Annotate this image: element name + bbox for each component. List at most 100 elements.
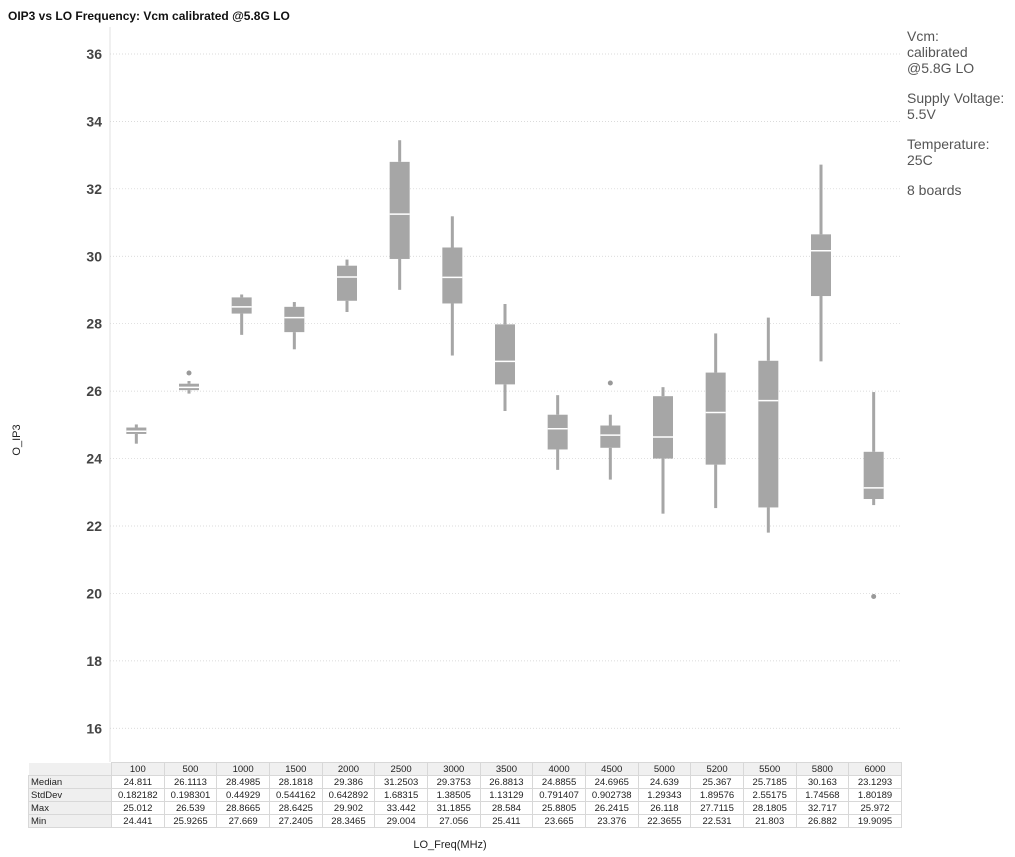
box-body bbox=[547, 414, 568, 450]
stats-cell: 28.8665 bbox=[216, 801, 270, 815]
stats-cell: 24.6965 bbox=[584, 775, 639, 789]
stats-cell: 27.7115 bbox=[690, 801, 744, 815]
x-tick-label: 5800 bbox=[795, 762, 850, 776]
stats-cell: 24.8855 bbox=[532, 775, 586, 789]
box-body bbox=[600, 425, 621, 448]
y-tick-label: 34 bbox=[86, 113, 102, 129]
stats-row-stddev: StdDev 0.182182 0.198301 0.44929 0.544162 0.6… bbox=[28, 788, 902, 802]
stats-cell: 26.1113 bbox=[163, 775, 218, 789]
box-body bbox=[653, 396, 673, 459]
y-tick-label: 26 bbox=[86, 383, 102, 399]
stats-cell: 23.376 bbox=[584, 814, 639, 828]
x-tick-label: 3000 bbox=[426, 762, 481, 776]
stats-cell: 25.9265 bbox=[163, 814, 218, 828]
stats-cell: 27.2405 bbox=[268, 814, 323, 828]
x-tick-label: 5200 bbox=[690, 762, 744, 776]
stats-cell: 1.80189 bbox=[848, 788, 902, 802]
box-100 bbox=[126, 424, 147, 444]
stats-cell: 32.717 bbox=[795, 801, 850, 815]
stats-cell: 24.441 bbox=[111, 814, 165, 828]
box-body bbox=[231, 297, 252, 314]
stats-cell: 23.1293 bbox=[848, 775, 902, 789]
y-tick-label: 24 bbox=[86, 451, 102, 467]
stats-cell: 0.902738 bbox=[584, 788, 639, 802]
annotation-panel: Vcm: calibrated @5.8G LO Supply Voltage: 5.5… bbox=[907, 28, 1015, 212]
box-2000 bbox=[337, 259, 357, 313]
box-plot: 16 18 20 22 24 26 28 30 32 34 36 O_IP3 bbox=[11, 27, 900, 762]
box-series bbox=[126, 140, 884, 599]
stats-cell: 0.44929 bbox=[216, 788, 270, 802]
x-tick-label: 5000 bbox=[637, 762, 692, 776]
stats-cell: 19.9095 bbox=[848, 814, 902, 828]
box-1000 bbox=[231, 294, 252, 335]
stats-cell: 1.13129 bbox=[479, 788, 534, 802]
box-4000 bbox=[547, 395, 568, 470]
annotation-note: 8 boards bbox=[907, 182, 1015, 198]
stats-cell: 25.012 bbox=[111, 801, 165, 815]
stats-cell: 1.89576 bbox=[690, 788, 744, 802]
x-tick-label: 1000 bbox=[216, 762, 270, 776]
y-axis-label: O_IP3 bbox=[11, 424, 23, 455]
stats-cell: 26.118 bbox=[637, 801, 692, 815]
stats-cell: 0.544162 bbox=[268, 788, 323, 802]
stats-cell: 25.367 bbox=[690, 775, 744, 789]
box-6000 bbox=[863, 392, 884, 599]
stats-cell: 0.642892 bbox=[321, 788, 376, 802]
chart-title: OIP3 vs LO Frequency: Vcm calibrated @5.… bbox=[8, 9, 290, 23]
annotation-line: calibrated bbox=[907, 44, 968, 60]
stats-row-min: Min 24.441 25.9265 27.669 27.2405 28.3465 29.0… bbox=[28, 814, 902, 828]
annotation-line: 8 boards bbox=[907, 182, 962, 198]
stats-cell: 1.68315 bbox=[374, 788, 428, 802]
y-tick-label: 30 bbox=[86, 248, 102, 264]
box-500 bbox=[179, 370, 199, 394]
stats-cell: 30.163 bbox=[795, 775, 850, 789]
box-body bbox=[863, 451, 884, 500]
stats-row-label: Min bbox=[28, 814, 112, 828]
y-tick-label: 20 bbox=[86, 585, 102, 601]
stats-cell: 28.3465 bbox=[321, 814, 376, 828]
stats-cell: 21.803 bbox=[742, 814, 797, 828]
stats-cell: 31.1855 bbox=[426, 801, 481, 815]
box-5200 bbox=[705, 333, 726, 509]
annotation-note: Supply Voltage: 5.5V bbox=[907, 90, 1015, 122]
stats-row-max: Max 25.012 26.539 28.8665 28.6425 29.902 33.44… bbox=[28, 801, 902, 815]
stats-cell: 1.38505 bbox=[426, 788, 481, 802]
stats-cell: 28.4985 bbox=[216, 775, 270, 789]
x-tick-label: 1500 bbox=[268, 762, 323, 776]
box-1500 bbox=[284, 302, 305, 350]
annotation-line: Supply Voltage: bbox=[907, 90, 1005, 106]
x-tick-label: 3500 bbox=[479, 762, 534, 776]
stats-cell: 29.386 bbox=[321, 775, 376, 789]
stats-row-label: StdDev bbox=[28, 788, 112, 802]
stats-cell: 25.411 bbox=[479, 814, 534, 828]
y-tick-label: 22 bbox=[86, 518, 102, 534]
x-tick-label: 100 bbox=[111, 762, 165, 776]
annotation-line: Vcm: bbox=[907, 28, 939, 44]
annotation-note: Temperature: 25C bbox=[907, 136, 1015, 168]
stats-cell: 1.74568 bbox=[795, 788, 850, 802]
stats-cell: 26.882 bbox=[795, 814, 850, 828]
stats-cell: 23.665 bbox=[532, 814, 586, 828]
x-tick-label: 4500 bbox=[584, 762, 639, 776]
stats-cell: 29.3753 bbox=[426, 775, 481, 789]
stats-cell: 26.8813 bbox=[479, 775, 534, 789]
box-5500 bbox=[758, 317, 779, 533]
box-body bbox=[337, 265, 357, 301]
stats-cell: 25.7185 bbox=[742, 775, 797, 789]
annotation-line: Temperature: bbox=[907, 136, 990, 152]
stats-corner bbox=[28, 762, 112, 776]
box-5000 bbox=[653, 387, 673, 514]
stats-cell: 28.1805 bbox=[742, 801, 797, 815]
x-tick-label: 500 bbox=[163, 762, 218, 776]
x-axis-label: LO_Freq(MHz) bbox=[413, 839, 487, 851]
stats-cell: 29.004 bbox=[374, 814, 428, 828]
stats-cell: 22.3655 bbox=[637, 814, 692, 828]
stats-cell: 26.2415 bbox=[584, 801, 639, 815]
box-body bbox=[389, 161, 410, 259]
y-tick-label: 32 bbox=[86, 181, 102, 197]
box-5800 bbox=[811, 164, 831, 362]
y-tick-label: 36 bbox=[86, 46, 102, 62]
outlier-point bbox=[871, 593, 877, 599]
stats-cell: 25.8805 bbox=[532, 801, 586, 815]
y-tick-label: 18 bbox=[86, 653, 102, 669]
